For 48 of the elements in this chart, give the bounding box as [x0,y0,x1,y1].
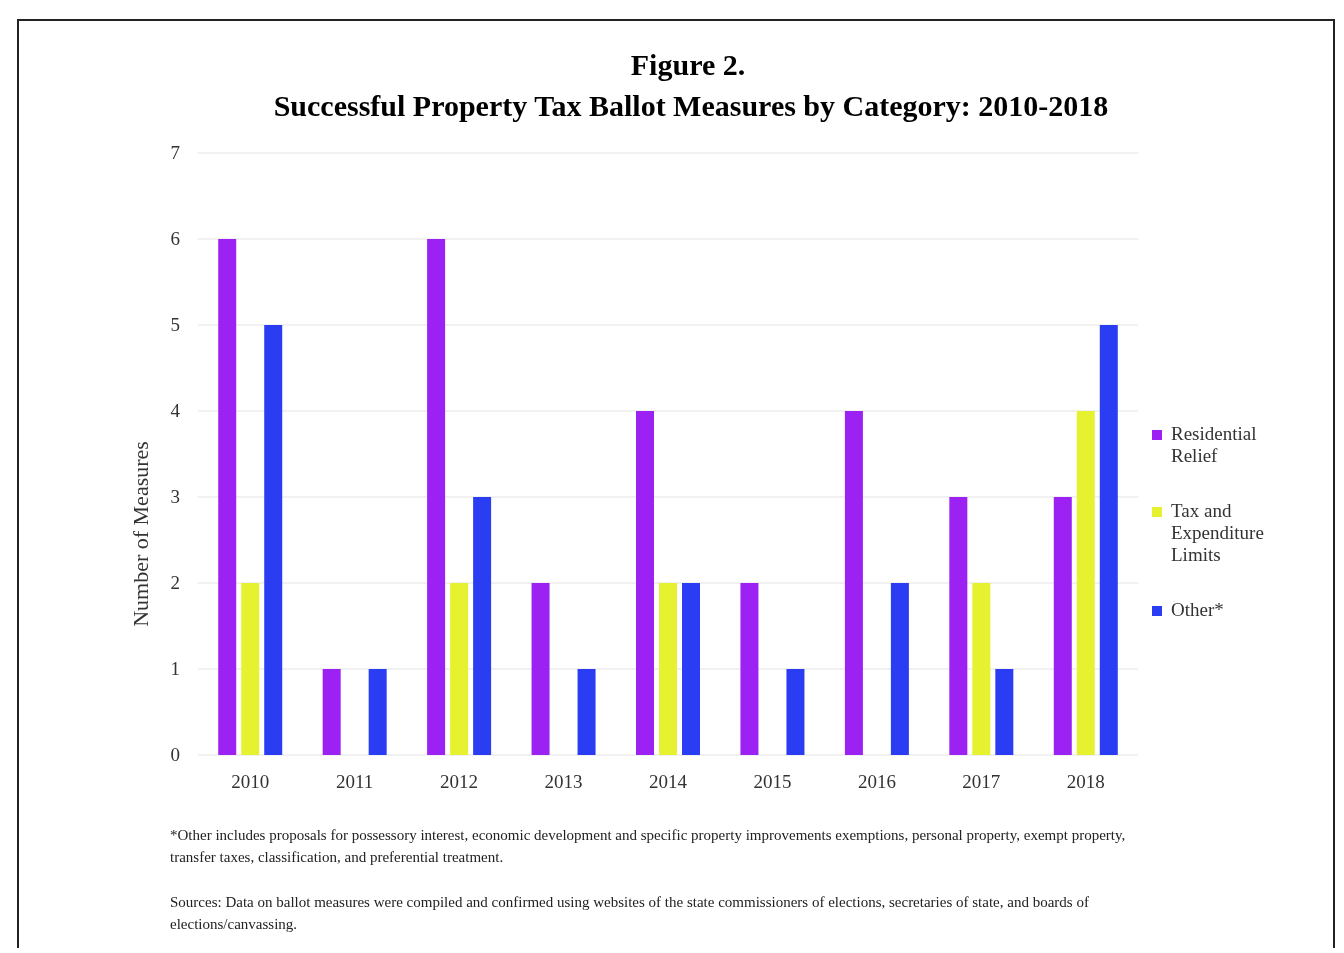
chart-subtitle: Successful Property Tax Ballot Measures by Category: 2010-2018 [273,89,1109,122]
bar [577,669,596,755]
bar [786,669,805,755]
y-axis-title: Number of Measures [128,441,153,627]
bar [1053,497,1072,755]
legend-label: Residential Relief [1171,423,1257,466]
bar [740,583,759,755]
bar [531,583,550,755]
bar [890,583,909,755]
bar [473,497,492,755]
bar [659,583,677,755]
bar [368,669,387,755]
bar [241,583,260,755]
text: *Other includes proposals for possessory interest, economic development and specific property improvements exemptions, personal property, exempt property, transfer taxes, classification, and preferential treatment. [170,827,1126,865]
bar [322,669,341,755]
x-tick-label: 2014 [649,771,688,792]
x-tick-label: 2013 [544,771,583,792]
x-tick-label: 2010 [231,771,270,792]
bar [682,583,700,755]
bar [218,239,237,755]
x-tick-label: 2012 [440,771,479,792]
bar [995,669,1014,755]
y-tick-label: 7 [170,142,180,163]
bar [1099,325,1118,755]
y-tick-label: 4 [170,400,181,421]
x-tick-label: 2016 [857,771,896,792]
bar [972,583,991,755]
y-tick-label: 3 [170,486,180,507]
x-tick-label: 2017 [962,771,1001,792]
x-tick-label: 2018 [1066,771,1105,792]
y-tick-label: 6 [170,228,180,249]
x-tick-label: 2011 [336,771,374,792]
legend-label: Tax and Expenditure Limits [1171,500,1264,565]
source-note: Sources: Data on ballot measures were compiled and confirmed using websites of the state commissioners of elections, secretaries of state, and boards of elections/canvassing. [170,894,1089,932]
y-tick-label: 5 [170,314,180,335]
y-tick-label: 2 [170,572,180,593]
y-tick-label: 0 [170,744,180,765]
chart-title: Figure 2. [630,48,746,81]
bar [636,411,654,755]
bar [844,411,863,755]
x-tick-label: 2015 [753,771,792,792]
bar [264,325,283,755]
legend-label: Other* [1171,599,1224,620]
bar [949,497,968,755]
bar [1076,411,1095,755]
bar [450,583,469,755]
y-tick-label: 1 [170,658,180,679]
bar [427,239,446,755]
